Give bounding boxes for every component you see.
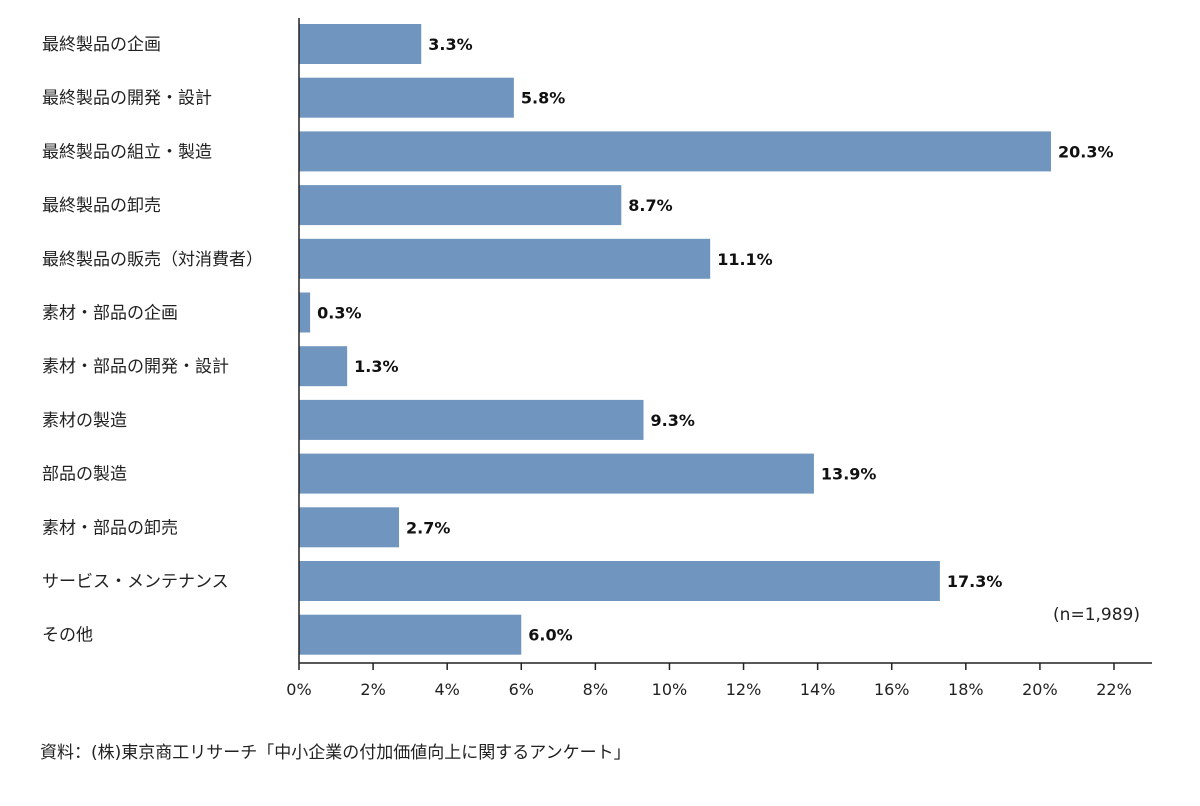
x-tick-label: 4% bbox=[434, 680, 459, 699]
x-tick-label: 20% bbox=[1022, 680, 1058, 699]
data-label: 17.3% bbox=[947, 572, 1003, 591]
sample-size-annotation: (n=1,989) bbox=[1053, 605, 1140, 625]
bar bbox=[299, 24, 422, 64]
bar bbox=[299, 614, 522, 655]
data-label: 2.7% bbox=[406, 518, 450, 537]
category-label: 最終製品の開発・設計 bbox=[42, 89, 212, 109]
bar bbox=[299, 185, 622, 226]
category-label: 素材の製造 bbox=[42, 411, 127, 431]
x-tick-label: 2% bbox=[360, 680, 385, 699]
category-label: 最終製品の組立・製造 bbox=[42, 142, 212, 162]
x-tick-label: 10% bbox=[652, 680, 688, 699]
data-label: 13.9% bbox=[821, 465, 877, 484]
data-label: 3.3% bbox=[428, 35, 472, 54]
x-tick-label: 16% bbox=[874, 680, 910, 699]
category-label: 素材・部品の卸売 bbox=[42, 518, 178, 538]
category-label: 最終製品の販売（対消費者） bbox=[42, 250, 263, 270]
x-tick-label: 18% bbox=[948, 680, 984, 699]
category-label: サービス・メンテナンス bbox=[42, 572, 229, 592]
category-label: 素材・部品の開発・設計 bbox=[42, 357, 229, 377]
data-label: 5.8% bbox=[521, 89, 565, 108]
category-label: 部品の製造 bbox=[42, 465, 127, 485]
x-tick-label: 6% bbox=[509, 680, 534, 699]
source-note: 資料：(株)東京商工リサーチ「中小企業の付加価値向上に関するアンケート」 bbox=[40, 743, 631, 763]
bar bbox=[299, 238, 711, 279]
data-label: 20.3% bbox=[1058, 142, 1114, 161]
data-label: 8.7% bbox=[628, 196, 672, 215]
data-label: 0.3% bbox=[317, 304, 361, 323]
bar bbox=[299, 77, 514, 118]
x-tick-label: 12% bbox=[726, 680, 762, 699]
category-label: 素材・部品の企画 bbox=[42, 304, 178, 324]
bars-group: 最終製品の企画 3.3% 最終製品の開発・設計 5.8% 最終製品の組立・製造 20.3%… bbox=[42, 24, 1114, 655]
bar bbox=[299, 561, 940, 601]
x-tick-label: 14% bbox=[800, 680, 836, 699]
bar-chart: 最終製品の企画 3.3% 最終製品の開発・設計 5.8% 最終製品の組立・製造 20.3%… bbox=[42, 18, 1152, 699]
data-label: 1.3% bbox=[354, 357, 398, 376]
category-label: 最終製品の卸売 bbox=[42, 196, 161, 216]
x-tick-label: 8% bbox=[583, 680, 608, 699]
x-tick-label: 0% bbox=[286, 680, 311, 699]
bar bbox=[299, 346, 348, 387]
bar bbox=[299, 292, 311, 333]
bar bbox=[299, 131, 1052, 172]
category-label: その他 bbox=[42, 626, 93, 646]
data-label: 9.3% bbox=[651, 411, 695, 430]
data-label: 11.1% bbox=[717, 250, 773, 269]
data-label: 6.0% bbox=[528, 626, 572, 645]
bar bbox=[299, 507, 400, 548]
axes-group: 0% 2% 4% 6% 8% 10% 12% 14% 16% 18% 20% 22% bbox=[286, 18, 1152, 699]
x-tick-label: 22% bbox=[1096, 680, 1132, 699]
bar bbox=[299, 399, 644, 440]
category-label: 最終製品の企画 bbox=[42, 35, 161, 55]
bar bbox=[299, 453, 814, 494]
